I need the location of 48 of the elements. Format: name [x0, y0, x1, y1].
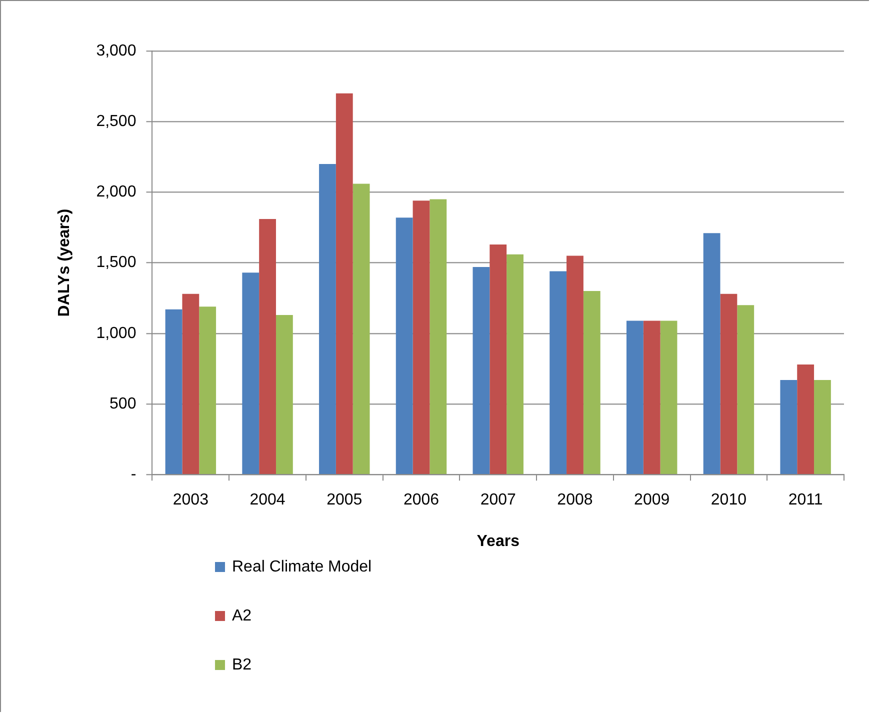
x-tick-label: 2007 — [480, 492, 516, 509]
bar — [276, 315, 293, 474]
bar — [566, 256, 584, 474]
bar — [490, 244, 507, 474]
x-tick-label: 2003 — [172, 492, 209, 509]
bar — [583, 291, 600, 474]
bar — [703, 233, 720, 474]
bar — [199, 306, 216, 474]
bar — [412, 200, 430, 474]
bar — [319, 164, 336, 474]
x-tick-label: 2009 — [634, 492, 670, 509]
bar — [643, 320, 660, 474]
bar — [182, 294, 200, 474]
legend-label: A2 — [232, 607, 252, 624]
bar — [242, 272, 260, 474]
legend-label: B2 — [232, 656, 252, 674]
bar — [506, 254, 524, 474]
bar — [720, 294, 738, 474]
x-tick-label: 2005 — [326, 492, 362, 509]
legend-label: Real Climate Model — [232, 558, 372, 576]
bar — [430, 199, 447, 474]
bar — [797, 364, 814, 474]
x-tick-label: 2006 — [403, 492, 440, 509]
bar — [737, 305, 754, 474]
x-tick-label: 2008 — [557, 492, 593, 509]
x-tick-label: 2004 — [250, 492, 286, 509]
y-tick-label: - — [130, 466, 136, 484]
y-tick-label: 3,000 — [96, 42, 136, 60]
y-tick-label: 2,500 — [96, 113, 136, 130]
bar — [472, 267, 490, 474]
y-tick-label: 1,000 — [96, 324, 136, 342]
bar — [396, 218, 413, 474]
bar — [259, 219, 276, 474]
bar — [814, 380, 831, 474]
bar — [660, 320, 678, 474]
x-tick-label: 2011 — [788, 492, 823, 509]
bar — [626, 320, 644, 474]
y-tick-label: 1,500 — [96, 254, 136, 272]
y-axis-title: DALYs (years) — [56, 208, 74, 317]
x-tick-label: 2010 — [710, 492, 747, 509]
x-axis-title: Years — [476, 532, 520, 550]
bar — [780, 380, 798, 474]
bar — [550, 271, 567, 474]
bar — [336, 93, 353, 474]
y-tick-label: 500 — [110, 395, 136, 412]
y-tick-label: 2,000 — [96, 184, 136, 201]
bar — [352, 184, 370, 474]
bar — [165, 309, 182, 474]
